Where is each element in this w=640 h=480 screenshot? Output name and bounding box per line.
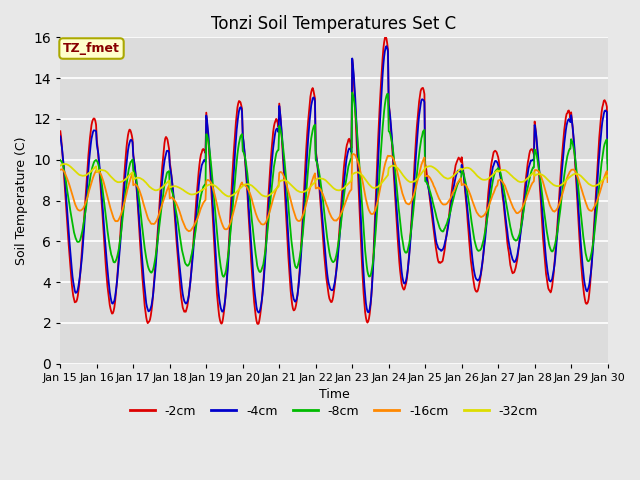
Title: Tonzi Soil Temperatures Set C: Tonzi Soil Temperatures Set C [211, 15, 456, 33]
Text: TZ_fmet: TZ_fmet [63, 42, 120, 55]
Legend: -2cm, -4cm, -8cm, -16cm, -32cm: -2cm, -4cm, -8cm, -16cm, -32cm [125, 400, 543, 423]
X-axis label: Time: Time [319, 388, 349, 401]
Y-axis label: Soil Temperature (C): Soil Temperature (C) [15, 136, 28, 265]
